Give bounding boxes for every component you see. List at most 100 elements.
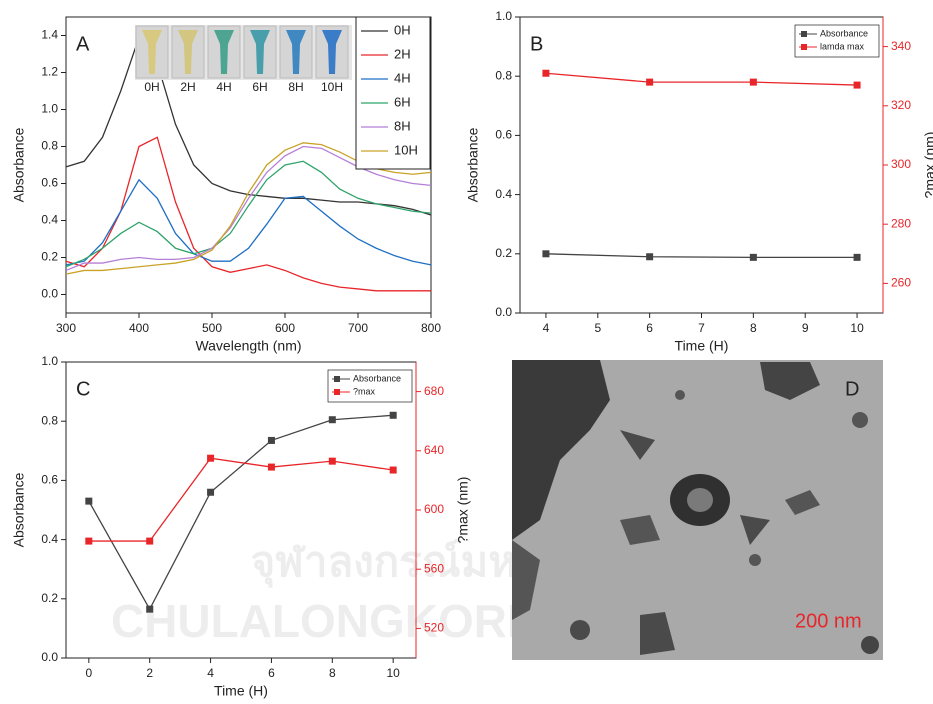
panel-label: C	[76, 378, 90, 400]
legend-box	[355, 16, 431, 170]
x-axis-label: Time (H)	[675, 338, 729, 354]
x-tick-label: 10	[386, 666, 400, 680]
tube	[286, 30, 306, 74]
particle	[675, 390, 685, 400]
inset-label: 4H	[216, 80, 231, 94]
inset-label: 2H	[180, 80, 195, 94]
y2-tick-label: 260	[891, 276, 911, 290]
y2-tick-label: 600	[424, 502, 444, 516]
tube	[142, 30, 162, 74]
panel-label: B	[530, 33, 543, 55]
plot-frame	[65, 16, 432, 314]
x-tick-label: 0	[85, 666, 92, 680]
x-tick-label: 600	[275, 321, 295, 335]
y-tick-label: 0.0	[41, 650, 58, 664]
y2-tick-label: 280	[891, 216, 911, 230]
x-tick-label: 8	[750, 321, 757, 335]
panel-label: D	[845, 378, 859, 400]
y2-tick-label: 320	[891, 98, 911, 112]
particle	[740, 515, 770, 545]
data-point	[542, 69, 550, 77]
data-point	[328, 457, 336, 465]
series-line	[65, 178, 432, 266]
series-line	[65, 160, 432, 268]
data-point	[146, 537, 154, 545]
y-tick-label: 0.6	[495, 128, 512, 142]
series-line	[545, 72, 858, 86]
x-tick-label: 10	[850, 321, 864, 335]
data-point	[853, 253, 861, 261]
legend-marker	[801, 44, 807, 50]
data-point	[853, 81, 861, 89]
y-tick-label: 1.4	[41, 28, 58, 42]
panel-label: A	[76, 33, 90, 55]
inset-label: 8H	[288, 80, 303, 94]
particle-cluster	[760, 362, 820, 400]
scale-bar-label: 200 nm	[795, 610, 862, 632]
particle	[620, 430, 655, 460]
y2-tick-label: 680	[424, 384, 444, 398]
data-point	[749, 78, 757, 86]
x-axis-label: Time (H)	[214, 683, 268, 699]
y-tick-label: 0.4	[41, 213, 58, 227]
data-point	[146, 605, 154, 613]
y2-tick-label: 560	[424, 561, 444, 575]
particle	[749, 554, 761, 566]
y-axis-label: Absorbance	[11, 127, 27, 202]
particle	[570, 620, 590, 640]
legend-label: 2H	[394, 46, 411, 61]
inset-label: 6H	[252, 80, 267, 94]
legend-label: ?max	[353, 386, 376, 396]
y-tick-label: 0.4	[41, 532, 58, 546]
x-tick-label: 6	[268, 666, 275, 680]
y2-axis-label: ?max (nm)	[455, 477, 471, 544]
legend-box	[327, 369, 413, 403]
data-point	[646, 78, 654, 86]
x-tick-label: 700	[348, 321, 368, 335]
data-point	[207, 488, 215, 496]
particle	[861, 636, 879, 654]
series-line	[65, 35, 432, 216]
data-point	[646, 253, 654, 261]
tube	[250, 30, 270, 74]
y-tick-label: 0.0	[495, 305, 512, 319]
x-tick-label: 800	[421, 321, 441, 335]
data-point	[542, 250, 550, 258]
x-tick-label: 400	[129, 321, 149, 335]
y-tick-label: 0.0	[41, 287, 58, 301]
particle	[785, 490, 820, 515]
y-tick-label: 1.0	[41, 354, 58, 368]
y-axis-label: Absorbance	[11, 472, 27, 547]
x-tick-label: 500	[202, 321, 222, 335]
series-line	[88, 457, 394, 542]
legend-label: 10H	[394, 142, 418, 157]
x-tick-label: 6	[646, 321, 653, 335]
data-point	[389, 466, 397, 474]
y-tick-label: 0.2	[495, 246, 512, 260]
y-tick-label: 0.8	[495, 68, 512, 82]
x-tick-label: 4	[207, 666, 214, 680]
x-tick-label: 7	[698, 321, 705, 335]
legend-box	[794, 24, 880, 58]
y-tick-label: 0.6	[41, 473, 58, 487]
series-line	[545, 253, 858, 259]
particle-cluster	[512, 360, 610, 540]
inset-label: 10H	[321, 80, 343, 94]
legend-label: lamda max	[820, 41, 865, 51]
x-tick-label: 9	[802, 321, 809, 335]
x-tick-label: 2	[146, 666, 153, 680]
tube	[178, 30, 198, 74]
particle	[640, 612, 675, 655]
y2-axis-label: ?max (nm)	[922, 132, 933, 199]
particle	[620, 515, 660, 545]
particle-cluster	[512, 540, 540, 620]
tube	[214, 30, 234, 74]
x-axis-label: Wavelength (nm)	[195, 338, 301, 354]
y-tick-label: 1.0	[41, 102, 58, 116]
data-point	[749, 253, 757, 261]
inset-label: 0H	[144, 80, 159, 94]
series-line	[65, 136, 431, 292]
data-point	[207, 454, 215, 462]
tem-image: D 200 nm	[512, 360, 883, 660]
